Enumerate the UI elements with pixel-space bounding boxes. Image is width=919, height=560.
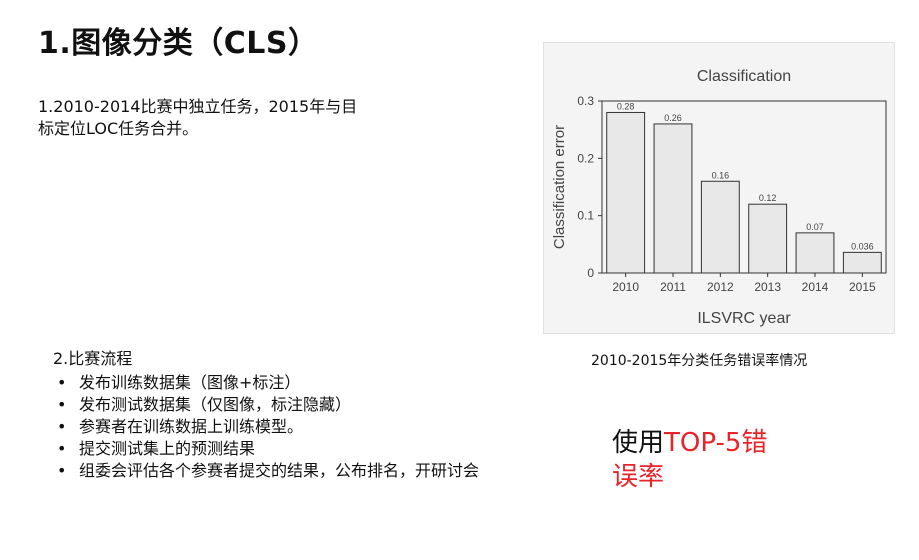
plot-frame — [601, 100, 887, 274]
bar — [795, 232, 835, 274]
note-highlight: TOP-5错 — [664, 428, 768, 458]
intro-line-2: 标定位LOC任务合并。 — [38, 119, 199, 138]
y-tick-label: 0.2 — [577, 151, 594, 165]
y-tick-label: 0 — [587, 266, 594, 280]
note-prefix: 使用 — [612, 428, 665, 458]
bar-value-label: 0.28 — [617, 101, 635, 111]
metric-note: 使用TOP-5错 误率 — [612, 426, 832, 494]
bullet-icon: • — [57, 417, 67, 436]
x-tick-label: 2013 — [754, 280, 781, 294]
note-line-2: 误率 — [612, 462, 665, 492]
intro-line-1: 1.2010-2014比赛中独立任务，2015年与目 — [38, 97, 358, 116]
bar — [606, 111, 646, 274]
y-axis-label: Classification error — [551, 125, 568, 249]
x-tick-label: 2012 — [707, 280, 734, 294]
list-item-text: 发布测试数据集（仅图像，标注隐藏） — [79, 395, 352, 414]
list-item: • 提交测试集上的预测结果 — [53, 438, 573, 460]
x-tick-label: 2015 — [849, 280, 876, 294]
bar — [842, 251, 882, 274]
y-tick-label: 0.1 — [577, 209, 594, 223]
process-heading: 2.比赛流程 — [53, 349, 133, 368]
x-tick-label: 2014 — [802, 280, 829, 294]
bar-value-label: 0.12 — [759, 193, 777, 203]
chart-figure: Classification 0 0.1 0.2 0.3 0.28 2010 0.26 2011… — [543, 42, 895, 334]
bar — [748, 203, 788, 274]
bar-value-label: 0.07 — [806, 222, 824, 232]
list-item-text: 参赛者在训练数据上训练模型。 — [79, 417, 304, 436]
list-item-text: 提交测试集上的预测结果 — [79, 439, 256, 458]
x-tick-label: 2010 — [612, 280, 639, 294]
bar-value-label: 0.26 — [664, 113, 682, 123]
bar-value-label: 0.16 — [712, 170, 730, 180]
process-section: 2.比赛流程 • 发布训练数据集（图像+标注） • 发布测试数据集（仅图像，标注隐藏… — [53, 348, 573, 482]
bar-value-label: 0.036 — [851, 241, 874, 251]
bar — [653, 123, 693, 274]
page-title: 1.图像分类（CLS） — [38, 26, 319, 61]
bullet-icon: • — [57, 395, 67, 414]
x-axis-label: ILSVRC year — [697, 310, 791, 327]
list-item-text: 发布训练数据集（图像+标注） — [79, 373, 301, 392]
list-item: • 发布训练数据集（图像+标注） — [53, 372, 573, 394]
y-tick-label: 0.3 — [577, 94, 594, 108]
list-item-text: 组委会评估各个参赛者提交的结果，公布排名，开研讨会 — [79, 461, 480, 480]
chart-caption: 2010-2015年分类任务错误率情况 — [591, 353, 808, 369]
x-tick-label: 2011 — [660, 280, 686, 294]
list-item: • 组委会评估各个参赛者提交的结果，公布排名，开研讨会 — [53, 460, 573, 482]
list-item: • 发布测试数据集（仅图像，标注隐藏） — [53, 394, 573, 416]
bullet-icon: • — [57, 373, 67, 392]
bar — [700, 180, 740, 274]
chart-title: Classification — [697, 68, 791, 85]
list-item: • 参赛者在训练数据上训练模型。 — [53, 416, 573, 438]
bullet-icon: • — [57, 461, 67, 480]
process-list: • 发布训练数据集（图像+标注） • 发布测试数据集（仅图像，标注隐藏） • 参赛者在… — [53, 372, 573, 482]
intro-paragraph: 1.2010-2014比赛中独立任务，2015年与目 标定位LOC任务合并。 — [38, 96, 468, 140]
bullet-icon: • — [57, 439, 67, 458]
error-rate-chart: Classification 0 0.1 0.2 0.3 0.28 2010 0.26 2011… — [551, 68, 887, 327]
